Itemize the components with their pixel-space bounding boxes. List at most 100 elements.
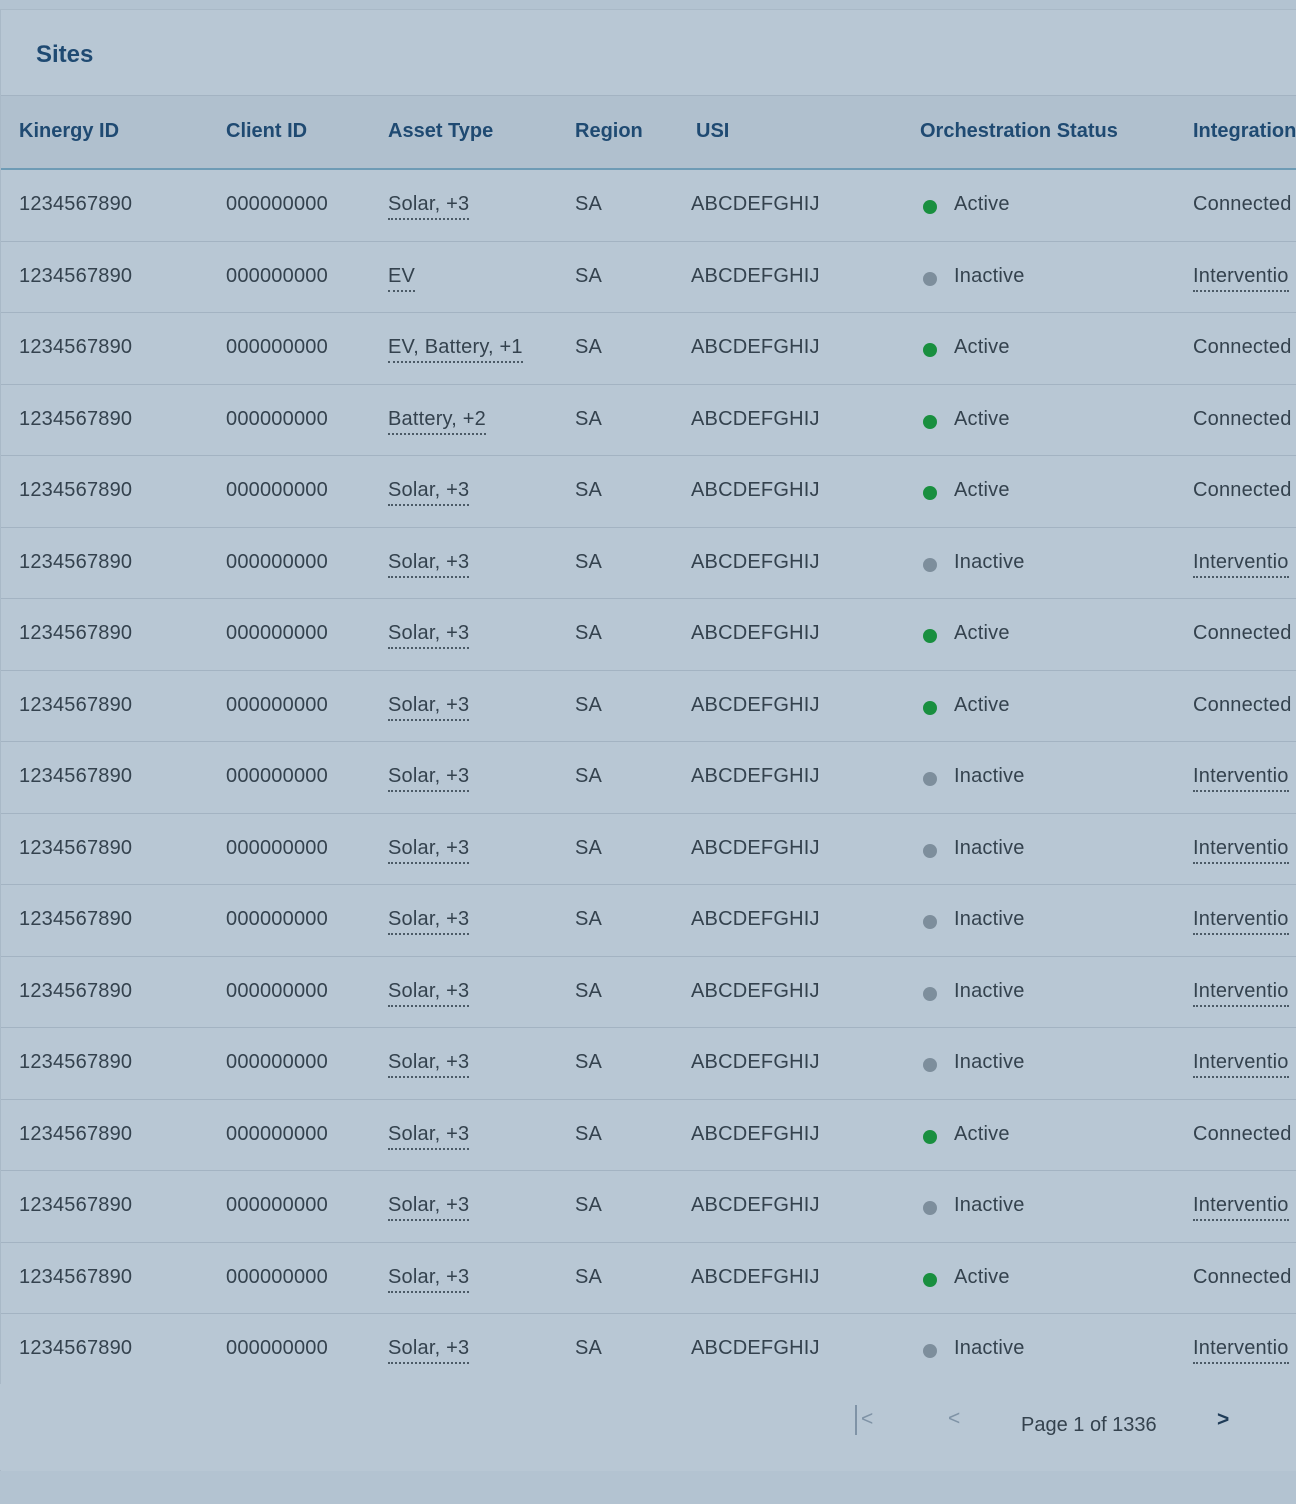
asset-type-cell: Solar, +3 [388,1122,470,1150]
table-row[interactable]: 1234567890 000000000 Solar, +3 SA ABCDEFGHIJ… [1,599,1296,671]
table-row[interactable]: 1234567890 000000000 Solar, +3 SA ABCDEFGHIJ… [1,1171,1296,1243]
table-row[interactable]: 1234567890 000000000 Solar, +3 SA ABCDEFGHIJ… [1,1314,1296,1386]
kinergy-id-cell: 1234567890 [19,908,133,930]
first-page-button[interactable]: < [855,1405,873,1435]
column-header-kinergy-id[interactable]: Kinergy ID [19,120,120,142]
integration-cell-tooltip-trigger[interactable]: Interventio [1193,979,1289,1007]
table-row[interactable]: 1234567890 000000000 Solar, +3 SA ABCDEFGHIJ… [1,671,1296,742]
usi-cell: ABCDEFGHIJ [691,1194,820,1216]
asset-type-cell: Solar, +3 [388,836,470,864]
column-header-client-id[interactable]: Client ID [226,120,308,142]
asset-type-cell-tooltip-trigger[interactable]: Solar, +3 [388,836,470,864]
usi-cell: ABCDEFGHIJ [691,836,820,859]
kinergy-id-cell: 1234567890 [19,765,133,787]
asset-type-cell-tooltip-trigger[interactable]: Solar, +3 [388,765,470,792]
asset-type-cell: Solar, +3 [388,765,470,792]
table-row[interactable]: 1234567890 000000000 Solar, +3 SA ABCDEFGHIJ… [1,742,1296,814]
kinergy-id-cell: 1234567890 [19,1051,133,1073]
status-cell: Active [954,622,1010,644]
integration-cell-tooltip-trigger[interactable]: Interventio [1193,264,1289,292]
integration-cell: Interventio [1193,979,1289,1007]
chevron-right-icon: > [1217,1408,1230,1431]
asset-type-cell-tooltip-trigger[interactable]: Solar, +3 [388,1194,470,1221]
table-header: Kinergy ID Client ID Asset Type Region U… [1,96,1296,170]
table-row[interactable]: 1234567890 000000000 Solar, +3 SA ABCDEFGHIJ… [1,814,1296,885]
column-header-integration[interactable]: Integration [1193,120,1296,142]
region-cell: SA [575,765,603,787]
kinergy-id-cell: 1234567890 [19,622,133,644]
integration-cell: Interventio [1193,1337,1289,1364]
asset-type-cell-tooltip-trigger[interactable]: Solar, +3 [388,193,470,220]
asset-type-cell-tooltip-trigger[interactable]: Solar, +3 [388,979,470,1007]
asset-type-cell-tooltip-trigger[interactable]: EV [388,264,416,292]
table-row[interactable]: 1234567890 000000000 Solar, +3 SA ABCDEFGHIJ… [1,1243,1296,1314]
column-header-asset-type[interactable]: Asset Type [388,120,494,142]
table-row[interactable]: 1234567890 000000000 Solar, +3 SA ABCDEFGHIJ… [1,1028,1296,1100]
asset-type-cell: EV, Battery, +1 [388,336,523,363]
asset-type-cell-tooltip-trigger[interactable]: Solar, +3 [388,908,470,935]
asset-type-cell-tooltip-trigger[interactable]: Solar, +3 [388,622,470,649]
asset-type-cell: Solar, +3 [388,693,470,721]
region-cell: SA [575,836,603,859]
panel-header: Sites [1,10,1296,96]
asset-type-cell-tooltip-trigger[interactable]: Solar, +3 [388,693,470,721]
column-header-orchestration-status[interactable]: Orchestration Status [920,120,1118,142]
integration-cell-tooltip-trigger[interactable]: Interventio [1193,550,1289,578]
integration-cell-tooltip-trigger[interactable]: Interventio [1193,908,1289,935]
client-id-cell: 000000000 [226,550,328,573]
usi-cell: ABCDEFGHIJ [691,622,820,644]
status-cell: Inactive [954,1194,1025,1216]
usi-cell: ABCDEFGHIJ [691,1265,820,1288]
table-row[interactable]: 1234567890 000000000 Solar, +3 SA ABCDEFGHIJ… [1,885,1296,957]
asset-type-cell-tooltip-trigger[interactable]: Solar, +3 [388,1122,470,1150]
column-header-usi[interactable]: USI [696,120,730,142]
status-dot-icon [923,629,937,643]
asset-type-cell-tooltip-trigger[interactable]: Solar, +3 [388,1265,470,1293]
asset-type-cell: Solar, +3 [388,479,470,506]
table-row[interactable]: 1234567890 000000000 Solar, +3 SA ABCDEFGHIJ… [1,528,1296,599]
asset-type-cell-tooltip-trigger[interactable]: EV, Battery, +1 [388,336,523,363]
integration-cell: Connected [1193,193,1292,215]
asset-type-cell-tooltip-trigger[interactable]: Solar, +3 [388,1337,470,1364]
asset-type-cell: Solar, +3 [388,193,470,220]
next-page-button[interactable]: > [1217,1408,1229,1432]
asset-type-cell: Solar, +3 [388,1337,470,1364]
page-indicator: Page 1 of 1336 [1021,1414,1157,1436]
asset-type-cell-tooltip-trigger[interactable]: Solar, +3 [388,479,470,506]
integration-cell: Interventio [1193,1051,1289,1078]
asset-type-cell-tooltip-trigger[interactable]: Solar, +3 [388,1051,470,1078]
table-row[interactable]: 1234567890 000000000 Solar, +3 SA ABCDEFGHIJ… [1,170,1296,242]
integration-cell: Interventio [1193,908,1289,935]
status-cell: Active [954,1265,1010,1288]
table-row[interactable]: 1234567890 000000000 Solar, +3 SA ABCDEFGHIJ… [1,456,1296,528]
region-cell: SA [575,1194,603,1216]
integration-cell-tooltip-trigger[interactable]: Interventio [1193,836,1289,864]
kinergy-id-cell: 1234567890 [19,693,133,716]
integration-cell-tooltip-trigger[interactable]: Interventio [1193,765,1289,792]
asset-type-cell-tooltip-trigger[interactable]: Solar, +3 [388,550,470,578]
previous-page-button[interactable]: < [948,1407,960,1431]
client-id-cell: 000000000 [226,264,328,287]
asset-type-cell: Solar, +3 [388,979,470,1007]
integration-cell-tooltip-trigger[interactable]: Interventio [1193,1337,1289,1364]
status-cell: Inactive [954,1051,1025,1073]
integration-cell-tooltip-trigger[interactable]: Interventio [1193,1051,1289,1078]
table-row[interactable]: 1234567890 000000000 EV, Battery, +1 SA ABCD… [1,313,1296,385]
table-row[interactable]: 1234567890 000000000 EV SA ABCDEFGHIJ Inactiv… [1,242,1296,313]
asset-type-cell: Solar, +3 [388,908,470,935]
table-row[interactable]: 1234567890 000000000 Solar, +3 SA ABCDEFGHIJ… [1,1100,1296,1171]
kinergy-id-cell: 1234567890 [19,407,133,430]
table-row[interactable]: 1234567890 000000000 Solar, +3 SA ABCDEFGHIJ… [1,957,1296,1028]
column-header-region[interactable]: Region [575,120,643,142]
status-cell: Inactive [954,765,1025,787]
usi-cell: ABCDEFGHIJ [691,908,820,930]
asset-type-cell-tooltip-trigger[interactable]: Battery, +2 [388,407,486,435]
kinergy-id-cell: 1234567890 [19,979,133,1002]
kinergy-id-cell: 1234567890 [19,1122,133,1145]
usi-cell: ABCDEFGHIJ [691,407,820,430]
status-dot-icon [923,772,937,786]
status-cell: Active [954,193,1010,215]
integration-cell-tooltip-trigger[interactable]: Interventio [1193,1194,1289,1221]
table-row[interactable]: 1234567890 000000000 Battery, +2 SA ABCDEFGH… [1,385,1296,456]
client-id-cell: 000000000 [226,765,328,787]
